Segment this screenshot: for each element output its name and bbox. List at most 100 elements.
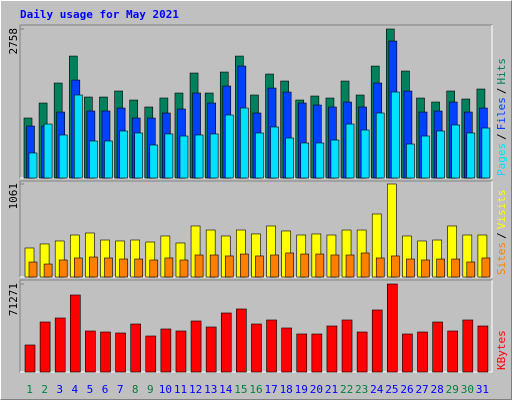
bar: [360, 129, 370, 179]
bar: [341, 319, 353, 373]
bar: [417, 331, 428, 373]
legend-entry: Visits: [495, 190, 508, 230]
bar: [69, 294, 81, 373]
bar: [175, 330, 187, 373]
bar: [436, 130, 445, 179]
x-tick-label: 17: [264, 383, 277, 396]
bar: [421, 135, 430, 179]
x-tick-label: 27: [415, 383, 428, 396]
bar: [255, 255, 264, 278]
bar: [224, 255, 234, 278]
bar: [224, 114, 234, 179]
bar: [73, 94, 83, 179]
bar: [164, 257, 174, 278]
x-tick-label: 5: [87, 383, 94, 396]
legend-entry: Files: [495, 97, 508, 130]
bar: [119, 130, 128, 179]
x-tick-label: 21: [325, 383, 338, 396]
x-tick-label: 28: [431, 383, 444, 396]
bar: [481, 257, 491, 278]
x-tick-label: 9: [147, 383, 154, 396]
bar: [194, 254, 204, 278]
bar: [134, 132, 143, 179]
chart-title: Daily usage for May 2021: [20, 8, 179, 21]
x-tick-label: 14: [219, 383, 233, 396]
legend: KBytes: [495, 330, 508, 370]
x-tick-label: 26: [400, 383, 413, 396]
bar: [28, 261, 38, 278]
bar: [240, 107, 249, 179]
legend-separator: /: [495, 133, 508, 140]
bar: [315, 253, 325, 278]
bar: [466, 261, 476, 278]
x-tick-label: 18: [280, 383, 293, 396]
bar: [236, 308, 247, 373]
bar: [451, 258, 461, 278]
bar: [356, 331, 368, 373]
bar: [28, 152, 38, 179]
bar: [402, 333, 413, 373]
bar: [360, 252, 370, 278]
bar: [421, 259, 430, 278]
bar: [149, 144, 159, 179]
bar: [391, 255, 400, 278]
bar: [311, 333, 323, 373]
bar: [100, 331, 111, 373]
bar: [451, 124, 461, 179]
bar: [296, 333, 308, 373]
bar: [39, 321, 51, 373]
legend-entry: Pages: [495, 143, 508, 176]
bar: [134, 258, 143, 278]
legend-entry: Sites: [495, 242, 508, 275]
x-tick-label: 3: [56, 383, 63, 396]
bar: [130, 323, 141, 373]
bar: [43, 263, 53, 278]
bar: [73, 257, 83, 278]
bar: [89, 256, 98, 278]
bar: [281, 327, 292, 373]
bar: [466, 132, 476, 179]
bar: [345, 123, 355, 179]
bar: [160, 328, 172, 373]
x-tick-label: 11: [174, 383, 187, 396]
legend: Sites / Visits: [495, 190, 508, 276]
y-tick-label: 1061: [7, 183, 20, 210]
bar: [315, 142, 325, 179]
bar: [432, 321, 443, 373]
x-tick-label: 25: [385, 383, 398, 396]
bar: [270, 254, 279, 278]
bar: [205, 326, 217, 373]
bar: [209, 133, 219, 179]
legend-entry: KBytes: [495, 330, 508, 370]
x-tick-label: 8: [132, 383, 139, 396]
bar: [179, 135, 189, 179]
x-tick-label: 6: [102, 383, 109, 396]
x-tick-label: 29: [446, 383, 459, 396]
bar: [43, 123, 53, 179]
bar: [179, 259, 189, 278]
x-tick-label: 20: [310, 383, 323, 396]
x-tick-label: 4: [72, 383, 79, 396]
x-tick-label: 12: [189, 383, 202, 396]
x-tick-label: 2: [41, 383, 48, 396]
legend-entry: Hits: [495, 58, 508, 85]
bar: [462, 319, 474, 373]
bar: [58, 134, 68, 179]
bar: [104, 257, 113, 278]
x-tick-label: 1: [26, 383, 33, 396]
legend-separator: /: [495, 232, 508, 239]
y-tick-label: 2758: [7, 28, 20, 55]
bar: [447, 330, 459, 373]
bar: [300, 142, 310, 179]
x-tick-label: 15: [234, 383, 247, 396]
bar: [477, 325, 489, 373]
x-tick-label: 22: [340, 383, 353, 396]
x-tick-label: 16: [249, 383, 262, 396]
bar: [406, 143, 415, 179]
x-tick-label: 19: [295, 383, 308, 396]
bar: [240, 253, 249, 278]
bar: [326, 325, 338, 373]
x-tick-label: 24: [370, 383, 384, 396]
bar: [371, 309, 383, 373]
